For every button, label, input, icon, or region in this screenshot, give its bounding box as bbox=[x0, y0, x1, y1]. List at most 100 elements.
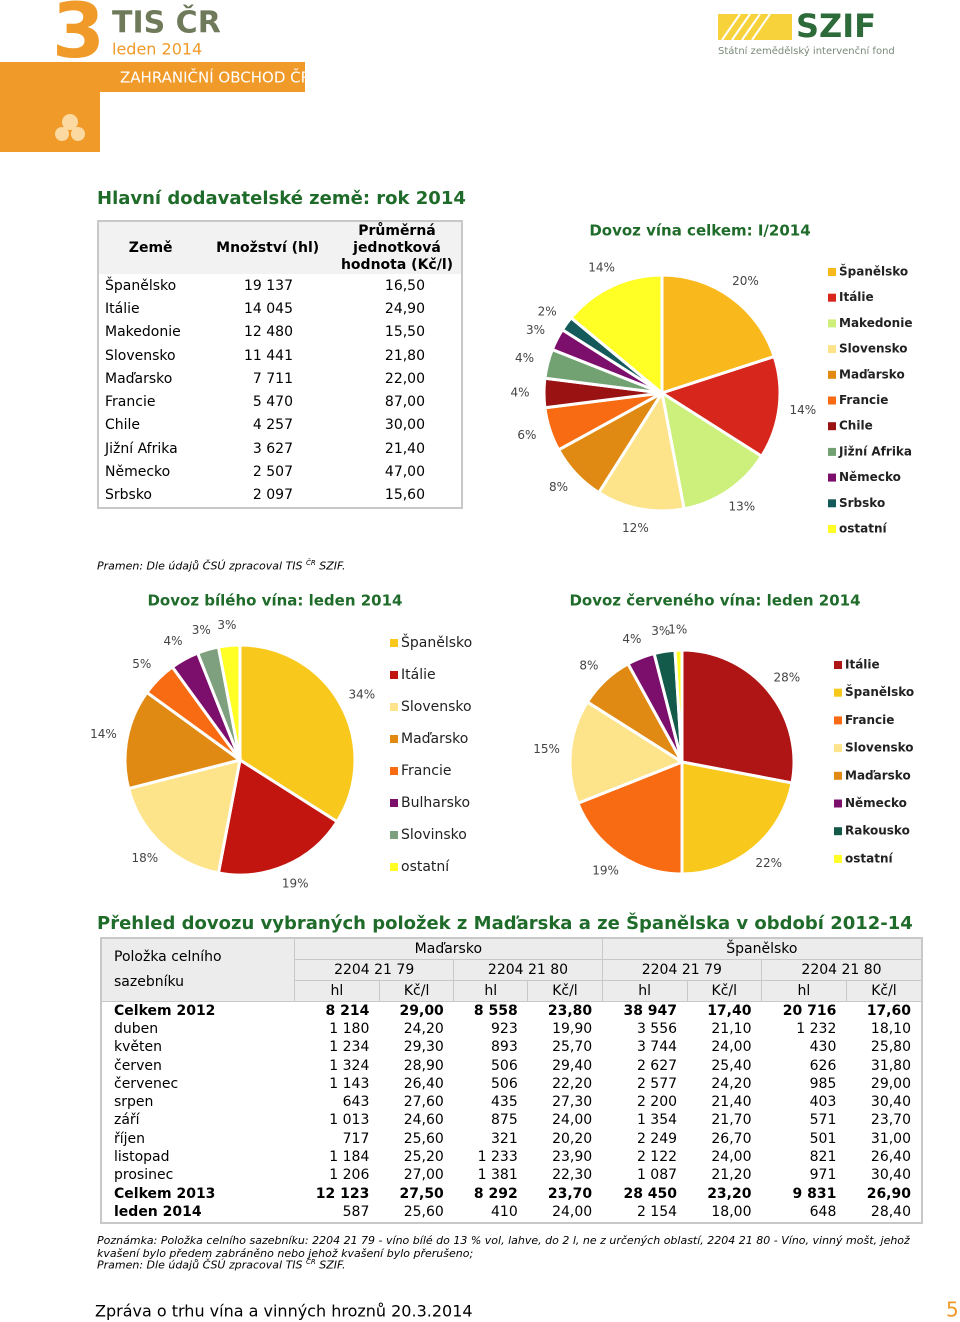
table-cell: 3 627 bbox=[252, 440, 293, 457]
table-cell: červen bbox=[114, 1057, 162, 1074]
legend-swatch bbox=[828, 447, 836, 456]
table-cell: 1 234 bbox=[329, 1039, 370, 1056]
table-cell: 571 bbox=[809, 1112, 837, 1129]
table-cell: 1 324 bbox=[329, 1057, 370, 1074]
section-title: ZAHRANIČNÍ OBCHOD ČR bbox=[120, 68, 311, 87]
legend-swatch bbox=[828, 293, 836, 302]
table-row: Celkem 2012 8 214 29,00 8 558 23,80 38 947 17,… bbox=[101, 1002, 922, 1021]
table-cell: 27,60 bbox=[403, 1094, 444, 1111]
table-cell: 2 200 bbox=[636, 1094, 678, 1111]
legend-swatch bbox=[390, 671, 398, 679]
table-cell: 30,00 bbox=[384, 417, 425, 434]
overview-table: Položka celního sazebníku Maďarsko Španěls… bbox=[100, 937, 923, 1224]
legend-swatch bbox=[828, 370, 836, 379]
table-cell: 1 233 bbox=[477, 1149, 518, 1166]
table-cell: 17,40 bbox=[707, 1002, 752, 1019]
code-header: 2204 21 79 bbox=[293, 959, 455, 981]
table-cell: 643 bbox=[342, 1094, 370, 1111]
table-row: Německo 2 507 47,00 bbox=[98, 460, 462, 483]
source-text: Pramen: Dle údajů ČSÚ zpracoval TIS bbox=[97, 559, 307, 573]
header-row: 2204 21 79 2204 21 80 2204 21 79 2204 21 80 bbox=[101, 959, 923, 981]
source-text: Pramen: Dle údajů ČSÚ zpracoval TIS bbox=[97, 1258, 307, 1272]
data-label: 14% bbox=[588, 261, 615, 275]
section-heading: Přehled dovozu vybraných položek z Maďar… bbox=[97, 912, 913, 934]
table-cell: 22,20 bbox=[552, 1075, 593, 1092]
grape-icon bbox=[71, 127, 85, 141]
table-cell: 506 bbox=[491, 1075, 518, 1092]
table-cell: Makedonie bbox=[105, 324, 181, 341]
legend-swatch bbox=[834, 799, 842, 808]
table-cell: 403 bbox=[809, 1094, 837, 1111]
table-cell: 626 bbox=[809, 1057, 837, 1074]
data-label: 28% bbox=[773, 670, 800, 684]
data-label: 20% bbox=[732, 274, 759, 288]
pie-slice bbox=[596, 388, 686, 513]
table-cell: 21,10 bbox=[711, 1020, 752, 1037]
pie-slice bbox=[659, 389, 764, 511]
legend-swatch bbox=[828, 396, 836, 405]
table-cell: 1 180 bbox=[329, 1020, 370, 1037]
country-header: Španělsko bbox=[601, 937, 923, 960]
legend-label: Španělsko bbox=[401, 633, 472, 651]
unit-header: hl bbox=[760, 980, 847, 1002]
table-row: prosinec 1 206 27,00 1 381 22,30 1 087 21,20 97… bbox=[101, 1167, 922, 1185]
table-cell: 24,00 bbox=[711, 1149, 752, 1166]
table-cell: 30,40 bbox=[870, 1167, 911, 1184]
table-cell: 18,10 bbox=[870, 1020, 911, 1037]
table-cell: 12 123 bbox=[315, 1185, 370, 1202]
legend-swatch bbox=[390, 703, 398, 711]
unit-header: hl bbox=[453, 980, 529, 1002]
table-cell: 25,80 bbox=[870, 1039, 911, 1056]
legend-swatch bbox=[834, 854, 842, 863]
legend-swatch bbox=[828, 422, 836, 431]
code-header: 2204 21 79 bbox=[601, 959, 762, 981]
legend-swatch bbox=[828, 499, 836, 508]
logo-text: SZIF bbox=[796, 7, 876, 45]
table-row: říjen 717 25,60 321 20,20 2 249 26,70 501 31,00 bbox=[101, 1130, 922, 1148]
table-cell: 27,50 bbox=[399, 1185, 444, 1202]
footer-text: Zpráva o trhu vína a vinných hroznů 20.3… bbox=[95, 1302, 473, 1321]
legend-swatch bbox=[834, 716, 842, 725]
legend-swatch bbox=[390, 767, 398, 775]
page-number: 5 bbox=[946, 1298, 959, 1322]
header-band bbox=[0, 88, 100, 152]
table-cell: 1 381 bbox=[477, 1167, 518, 1184]
data-label: 14% bbox=[90, 727, 117, 741]
table-cell: 2 627 bbox=[636, 1057, 678, 1074]
data-label: 8% bbox=[579, 658, 598, 672]
table-cell: 24,90 bbox=[384, 300, 425, 317]
data-label: 19% bbox=[592, 864, 619, 878]
pie-slice bbox=[568, 699, 686, 806]
issue-number: 3 bbox=[52, 0, 105, 75]
table-cell: 15,60 bbox=[384, 487, 425, 504]
pie-slice bbox=[123, 690, 244, 791]
legend-swatch bbox=[390, 735, 398, 743]
table-cell: 29,00 bbox=[399, 1002, 444, 1019]
source-text: SZIF. bbox=[315, 559, 346, 573]
table-cell: 15,50 bbox=[384, 324, 425, 341]
table-cell: 9 831 bbox=[792, 1185, 837, 1202]
country-header: Maďarsko bbox=[294, 937, 603, 960]
table-cell: 20 716 bbox=[782, 1002, 837, 1019]
data-label: 1% bbox=[668, 623, 687, 637]
table-cell: 25,70 bbox=[552, 1039, 593, 1056]
table-cell: Celkem 2013 bbox=[114, 1185, 216, 1202]
legend-label: ostatní bbox=[839, 522, 888, 536]
table-cell: 25,60 bbox=[403, 1130, 444, 1147]
table-cell: 22,30 bbox=[552, 1167, 593, 1184]
table-cell: 8 558 bbox=[473, 1002, 518, 1019]
table-cell: 501 bbox=[809, 1130, 837, 1147]
table-cell: 2 507 bbox=[252, 464, 293, 481]
pie-slice bbox=[680, 760, 794, 876]
table-cell: Německo bbox=[105, 464, 171, 481]
table-cell: Španělsko bbox=[105, 277, 177, 294]
legend-label: Rakousko bbox=[845, 824, 910, 838]
table-cell: 2 097 bbox=[252, 487, 293, 504]
unit-header: Kč/l bbox=[378, 980, 455, 1002]
data-label: 3% bbox=[217, 618, 236, 632]
table-row: červenec 1 143 26,40 506 22,20 2 577 24,20 985 2… bbox=[101, 1075, 922, 1093]
data-label: 6% bbox=[517, 428, 536, 442]
table-cell: 923 bbox=[491, 1020, 518, 1037]
table-cell: 14 045 bbox=[244, 300, 293, 317]
table-cell: listopad bbox=[114, 1149, 170, 1166]
